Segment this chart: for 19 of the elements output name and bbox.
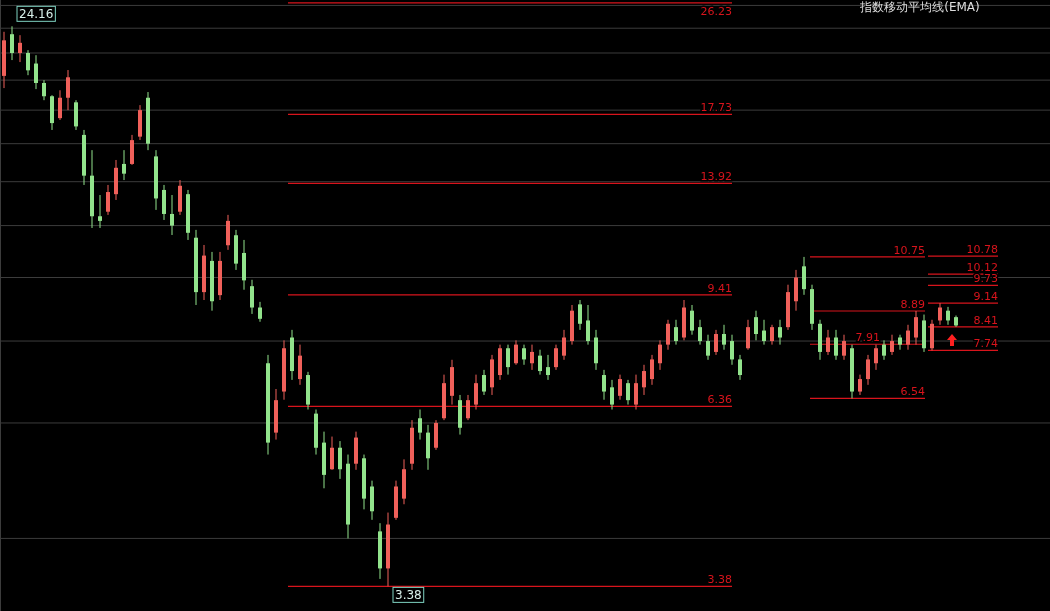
ref-line-label: 10.75 (893, 243, 925, 257)
ref-line-label: 7.91 (855, 331, 880, 345)
ref-line-label: 8.41 (973, 313, 998, 327)
ref-line-label: 9.14 (973, 290, 998, 304)
ref-line-label: 26.23 (700, 4, 732, 18)
ref-line-label: 6.54 (900, 385, 925, 399)
ref-line-label: 7.74 (973, 337, 998, 351)
ref-line-label: 6.36 (707, 393, 732, 407)
ref-line-label: 9.73 (973, 272, 998, 286)
ref-line-label: 9.41 (707, 281, 732, 295)
ref-line-label: 10.12 (966, 261, 998, 275)
ref-line-label: 17.73 (700, 101, 732, 115)
annotation: 3.38 (395, 588, 422, 603)
ref-line-label: 8.89 (900, 298, 925, 312)
annotation: 24.16 (19, 7, 54, 22)
chart-title: 指数移动平均线(EMA) (859, 0, 980, 14)
ref-line-label: 10.78 (966, 243, 998, 257)
ref-line-label: 13.92 (700, 170, 732, 184)
ref-line-label: 3.38 (707, 573, 732, 587)
